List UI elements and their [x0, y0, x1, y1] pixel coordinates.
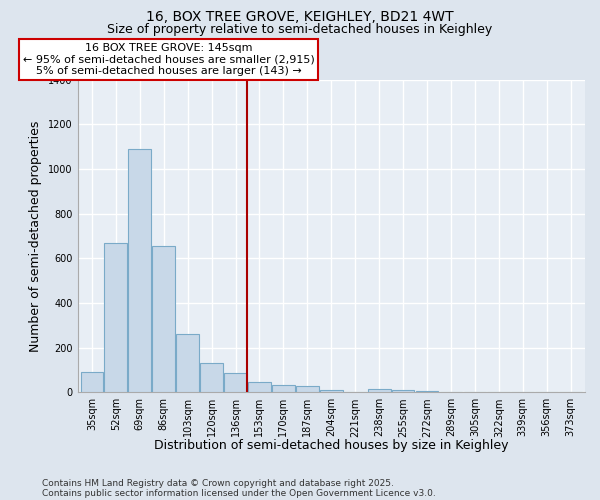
- Text: 16 BOX TREE GROVE: 145sqm
← 95% of semi-detached houses are smaller (2,915)
5% o: 16 BOX TREE GROVE: 145sqm ← 95% of semi-…: [23, 43, 314, 76]
- Bar: [296, 386, 319, 392]
- Bar: [224, 374, 247, 392]
- Bar: [104, 242, 127, 392]
- Bar: [152, 246, 175, 392]
- Bar: [128, 149, 151, 392]
- Bar: [200, 364, 223, 392]
- Bar: [368, 389, 391, 392]
- Bar: [272, 384, 295, 392]
- Bar: [176, 334, 199, 392]
- Bar: [320, 390, 343, 392]
- Bar: [248, 382, 271, 392]
- Bar: [80, 372, 103, 392]
- X-axis label: Distribution of semi-detached houses by size in Keighley: Distribution of semi-detached houses by …: [154, 440, 509, 452]
- Y-axis label: Number of semi-detached properties: Number of semi-detached properties: [29, 120, 43, 352]
- Bar: [392, 390, 415, 392]
- Text: Size of property relative to semi-detached houses in Keighley: Size of property relative to semi-detach…: [107, 22, 493, 36]
- Bar: [416, 391, 439, 392]
- Text: Contains public sector information licensed under the Open Government Licence v3: Contains public sector information licen…: [42, 488, 436, 498]
- Text: Contains HM Land Registry data © Crown copyright and database right 2025.: Contains HM Land Registry data © Crown c…: [42, 478, 394, 488]
- Text: 16, BOX TREE GROVE, KEIGHLEY, BD21 4WT: 16, BOX TREE GROVE, KEIGHLEY, BD21 4WT: [146, 10, 454, 24]
